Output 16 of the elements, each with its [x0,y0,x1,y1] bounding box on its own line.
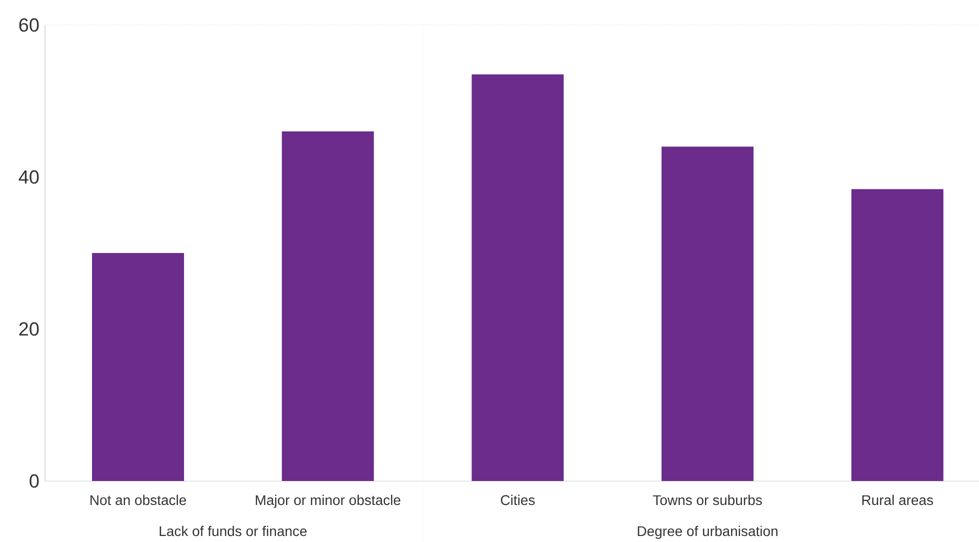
bar [92,253,184,481]
y-tick-label: 40 [18,170,39,184]
y-tick-label: 0 [30,474,39,488]
y-tick-label: 20 [19,322,39,336]
text: Degree of urbanisation [638,526,778,539]
x-tick-label: Rural areas [862,494,934,506]
bar [662,146,754,481]
bar [282,131,374,481]
bar [472,74,564,481]
y-tick-label: 60 [19,18,39,32]
x-tick-label: Not an obstacle [90,494,186,506]
text: Lack of funds or finance [160,526,307,536]
x-tick-label: Cities [500,494,535,506]
bar [851,189,944,481]
x-tick-label: Major or minor obstacle [256,494,400,508]
x-tick-label: Towns or suburbs [652,494,762,506]
